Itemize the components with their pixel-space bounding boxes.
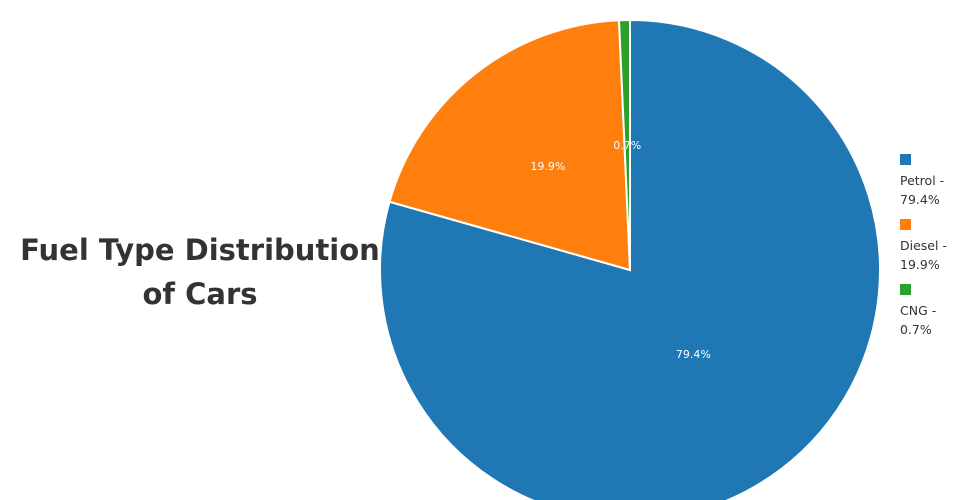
pie-label-diesel: 19.9% — [530, 160, 565, 173]
legend-label-petrol: Petrol - 79.4% — [900, 173, 945, 207]
legend-item-cng[interactable]: CNG - 0.7% — [900, 284, 956, 339]
legend-label-diesel: Diesel - 19.9% — [900, 238, 947, 272]
pie-label-petrol: 79.4% — [676, 348, 711, 361]
legend-label-cng: CNG - 0.7% — [900, 303, 937, 337]
legend-swatch-diesel — [900, 219, 911, 230]
pie-slice-labels: 79.4% 19.9% 0.7% — [530, 139, 710, 361]
pie-slices — [379, 18, 881, 500]
pie-slice-diesel[interactable] — [388, 19, 632, 272]
legend-item-diesel[interactable]: Diesel - 19.9% — [900, 219, 956, 274]
chart-title: Fuel Type Distribution of Cars — [20, 233, 380, 311]
legend-swatch-cng — [900, 284, 911, 295]
legend-swatch-petrol — [900, 154, 911, 165]
legend-item-petrol[interactable]: Petrol - 79.4% — [900, 154, 956, 209]
pie-slice-cng[interactable] — [617, 18, 631, 271]
pie-label-cng: 0.7% — [613, 139, 641, 152]
legend: Petrol - 79.4% Diesel - 19.9% CNG - 0.7% — [900, 154, 956, 349]
